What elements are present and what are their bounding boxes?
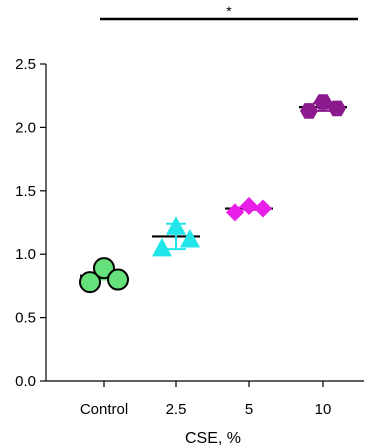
x-tick-label: Control bbox=[80, 401, 128, 418]
data-point bbox=[328, 100, 346, 117]
data-point bbox=[240, 197, 258, 216]
y-tick-label: 0.0 bbox=[15, 373, 36, 390]
x-tick-label: 2.5 bbox=[166, 401, 187, 418]
y-tick-label: 2.0 bbox=[15, 119, 36, 136]
y-tick-label: 1.0 bbox=[15, 246, 36, 263]
data-point bbox=[93, 257, 115, 280]
x-tick-label: 10 bbox=[315, 401, 332, 418]
data-point bbox=[166, 216, 186, 235]
data-point bbox=[79, 271, 101, 294]
data-point bbox=[314, 94, 332, 110]
x-axis-label: CSE, % bbox=[185, 430, 241, 447]
y-tick-label: 2.5 bbox=[15, 56, 36, 73]
data-point bbox=[180, 228, 200, 248]
data-point bbox=[152, 237, 172, 257]
x-tick-label: 5 bbox=[245, 401, 253, 418]
y-tick-label: 1.5 bbox=[15, 183, 36, 200]
data-point bbox=[300, 103, 318, 119]
significance-bracket: * bbox=[100, 3, 358, 21]
data-point bbox=[226, 203, 244, 222]
data-marks bbox=[79, 94, 347, 294]
axes: 0.0 0.5 1.0 1.5 2.0 2.5 Control 2.5 5 10 bbox=[15, 56, 364, 418]
data-point bbox=[254, 199, 272, 218]
y-tick-label: 0.5 bbox=[15, 310, 36, 327]
data-point bbox=[107, 268, 129, 291]
significance-star: * bbox=[226, 3, 232, 19]
